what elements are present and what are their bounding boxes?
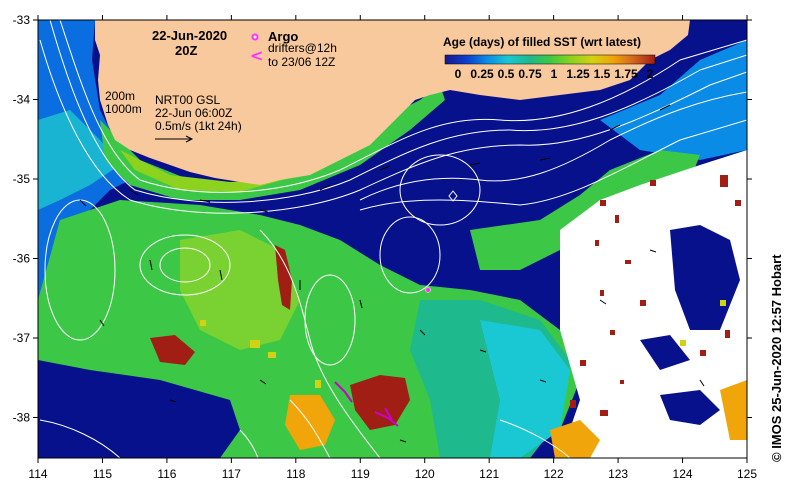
ne-cyan-band: [600, 40, 747, 160]
red-streak-center: [275, 245, 292, 310]
colorbar-title: Age (days) of filled SST (wrt latest): [443, 35, 641, 49]
drifter-legend-label-1: drifters@12h: [268, 41, 337, 55]
se-blue-patch: [660, 390, 720, 425]
colorbar-tick-label: 0.5: [498, 67, 515, 81]
colorbar-ticks: 0 0.25 0.5 0.75 1 1.25 1.5 1.75 2: [455, 67, 654, 81]
bathymetry-contours: [39, 20, 747, 214]
product-time-label: 22-Jun 06:00Z: [155, 106, 232, 120]
x-tick-label: 119: [351, 467, 370, 481]
credit-label: © IMOS 25-Jun-2020 12:57 Hobart: [769, 254, 784, 462]
y-tick-label: -36: [13, 252, 31, 266]
y-tick-label: -35: [13, 172, 31, 186]
west-inner-cyan: [38, 110, 120, 210]
central-light-green: [180, 230, 300, 350]
red-patch-south: [350, 375, 410, 430]
y-tick-label: -38: [13, 411, 31, 425]
drifter-legend-label-2: to 23/06 12Z: [268, 55, 335, 69]
colorbar-tick-label: 2: [647, 67, 654, 81]
time-title: 20Z: [175, 43, 197, 58]
red-patch-west: [150, 335, 195, 365]
cyan-region: [480, 320, 570, 458]
x-tick-label: 116: [157, 467, 176, 481]
red-speckles-east: [570, 175, 741, 416]
orange-patch-se: [550, 420, 600, 458]
diamond-marker: [448, 190, 458, 202]
map-frame: [37, 19, 748, 459]
east-blue-patch-2: [640, 335, 690, 370]
x-tick-label: 115: [93, 467, 112, 481]
y-tick-label: -33: [13, 13, 31, 27]
x-tick-label: 123: [608, 467, 628, 481]
x-tick-label: 117: [222, 467, 241, 481]
orange-patch-ee: [720, 380, 747, 440]
drifter-legend-icon: <: [250, 46, 263, 65]
velocity-arrows: [79, 104, 705, 443]
product-label: NRT00 GSL: [155, 93, 220, 107]
yellow-speckles: [200, 300, 726, 388]
colorbar-tick-label: 0.25: [470, 67, 494, 81]
x-axis: 114 115 116 117 118 119 120 121 122 123 124 125: [28, 15, 757, 481]
argo-legend-icon: [251, 33, 259, 41]
scale-arrow-icon: [155, 135, 194, 143]
sw-blue-band: [38, 360, 240, 458]
map-field: [38, 20, 747, 458]
colorbar-tick-label: 1: [551, 67, 558, 81]
drifter-tracks: [334, 381, 399, 427]
shelf-green-band: [100, 85, 445, 200]
argo-legend-label: Argo: [268, 29, 298, 44]
x-tick-label: 118: [286, 467, 305, 481]
colorbar-tick-label: 0.75: [518, 67, 542, 81]
bathy-label-200m: 200m: [105, 89, 135, 103]
scale-arrow-label: 0.5m/s (1kt 24h): [155, 119, 242, 133]
x-tick-label: 125: [737, 467, 757, 481]
x-tick-label: 114: [28, 467, 47, 481]
colorbar: [444, 54, 656, 65]
x-tick-label: 120: [415, 467, 435, 481]
x-tick-label: 122: [544, 467, 564, 481]
y-axis: -33 -34 -35 -36 -37 -38: [13, 13, 752, 425]
eddy-contours: [39, 154, 571, 458]
colorbar-tick-label: 0: [455, 67, 462, 81]
date-title: 22-Jun-2020: [152, 28, 227, 43]
ne-green-band: [470, 150, 700, 270]
y-tick-label: -34: [13, 93, 31, 107]
x-tick-label: 124: [673, 467, 693, 481]
colorbar-tick-label: 1.75: [614, 67, 638, 81]
x-tick-label: 121: [479, 467, 499, 481]
argo-floats: [425, 287, 431, 293]
y-tick-label: -37: [13, 331, 31, 345]
bathy-label-1000m: 1000m: [105, 102, 142, 116]
colorbar-tick-label: 1.25: [566, 67, 590, 81]
colorbar-tick-label: 1.5: [594, 67, 611, 81]
